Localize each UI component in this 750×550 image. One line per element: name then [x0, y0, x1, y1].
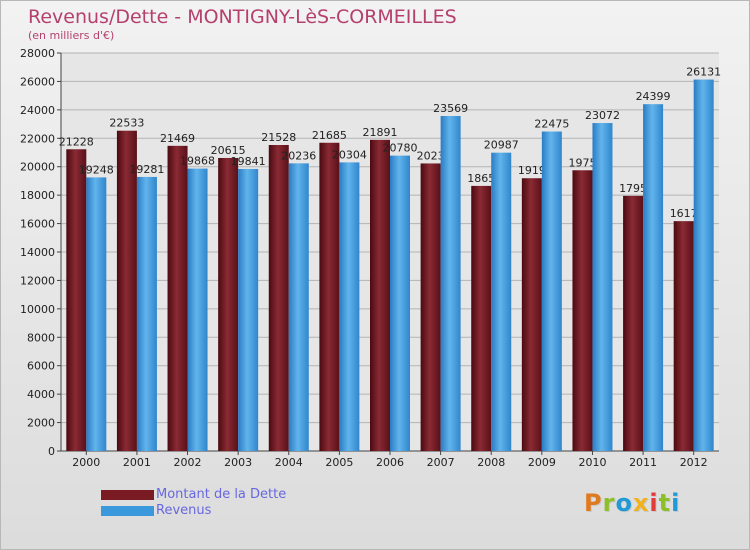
- bar-revenus: [592, 123, 613, 451]
- y-tick-label: 10000: [20, 303, 55, 316]
- bar-dette: [673, 221, 694, 451]
- bar-dette: [116, 130, 137, 451]
- x-tick-label: 2000: [72, 456, 100, 469]
- data-label-revenus: 20236: [281, 149, 316, 162]
- logo-letter: o: [615, 489, 633, 517]
- y-tick-label: 4000: [27, 388, 55, 401]
- data-label-dette: 21228: [59, 135, 94, 148]
- data-label-revenus: 20987: [484, 139, 519, 152]
- data-label-revenus: 26131: [686, 66, 721, 79]
- x-tick-label: 2008: [477, 456, 505, 469]
- bar-revenus: [288, 163, 309, 451]
- data-label-revenus: 19248: [79, 163, 114, 176]
- bar-revenus: [440, 115, 461, 452]
- y-tick-label: 6000: [27, 360, 55, 373]
- data-label-revenus: 20304: [332, 148, 367, 161]
- legend-swatch-revenus: [101, 506, 154, 516]
- bar-revenus: [136, 176, 157, 451]
- bar-revenus: [491, 152, 512, 451]
- bar-revenus: [693, 79, 714, 451]
- bar-dette: [167, 145, 188, 451]
- x-tick-label: 2011: [629, 456, 657, 469]
- data-label-dette: 22533: [109, 117, 144, 130]
- bar-revenus: [187, 168, 208, 451]
- logo-letter: t: [658, 489, 672, 517]
- x-tick-label: 2006: [376, 456, 404, 469]
- data-label-revenus: 24399: [636, 90, 671, 103]
- bar-dette: [623, 195, 644, 451]
- chart-subtitle: (en milliers d'€): [28, 29, 115, 42]
- y-tick-label: 8000: [27, 331, 55, 344]
- data-label-revenus: 23569: [433, 102, 468, 115]
- chart-title: Revenus/Dette - MONTIGNY-LèS-CORMEILLES: [28, 6, 457, 28]
- legend-swatch-dette: [101, 490, 154, 500]
- y-tick-label: 26000: [20, 75, 55, 88]
- bar-dette: [319, 142, 340, 451]
- x-tick-label: 2009: [528, 456, 556, 469]
- logo-letter: x: [632, 489, 650, 517]
- bar-dette: [218, 157, 239, 451]
- logo-letter: P: [584, 489, 603, 517]
- bar-dette: [521, 178, 542, 452]
- data-label-dette: 1617: [670, 207, 698, 220]
- y-tick-label: 24000: [20, 104, 55, 117]
- y-tick-label: 20000: [20, 161, 55, 174]
- bar-revenus: [86, 177, 107, 451]
- x-tick-label: 2012: [680, 456, 708, 469]
- bar-dette: [471, 185, 492, 451]
- x-tick-label: 2003: [224, 456, 252, 469]
- data-label-dette: 1975: [568, 156, 596, 169]
- data-label-dette: 21528: [261, 131, 296, 144]
- y-tick-label: 16000: [20, 218, 55, 231]
- bar-dette: [420, 163, 441, 451]
- data-label-dette: 1865: [467, 172, 495, 185]
- logo-letter: i: [649, 489, 659, 517]
- data-label-dette: 1795: [619, 182, 647, 195]
- y-tick-label: 18000: [20, 189, 55, 202]
- proxiti-logo: Proxiti: [584, 489, 680, 517]
- bar-dette: [66, 149, 87, 451]
- data-label-revenus: 22475: [534, 118, 569, 131]
- data-label-dette: 21891: [363, 126, 398, 139]
- logo-letter: i: [671, 489, 681, 517]
- data-label-revenus: 23072: [585, 109, 620, 122]
- data-label-revenus: 19868: [180, 155, 215, 168]
- x-tick-label: 2007: [427, 456, 455, 469]
- y-tick-label: 14000: [20, 246, 55, 259]
- data-label-dette: 20615: [211, 144, 246, 157]
- y-tick-label: 2000: [27, 417, 55, 430]
- y-tick-label: 0: [48, 445, 55, 458]
- legend-label-revenus: Revenus: [156, 503, 212, 518]
- bar-dette: [268, 144, 289, 451]
- bar-dette: [572, 170, 593, 451]
- legend-label-dette: Montant de la Dette: [156, 487, 287, 502]
- x-tick-label: 2002: [174, 456, 202, 469]
- y-tick-label: 12000: [20, 274, 55, 287]
- x-tick-label: 2001: [123, 456, 151, 469]
- bar-dette: [370, 139, 390, 451]
- y-tick-label: 28000: [20, 47, 55, 60]
- bar-revenus: [390, 155, 410, 451]
- logo-letter: r: [602, 489, 616, 517]
- bar-revenus: [643, 104, 664, 452]
- data-label-dette: 1919: [518, 164, 546, 177]
- data-label-revenus: 19841: [231, 155, 266, 168]
- data-label-revenus: 19281: [129, 163, 164, 176]
- bar-revenus: [541, 131, 562, 451]
- data-label-dette: 21469: [160, 132, 195, 145]
- x-tick-label: 2010: [578, 456, 606, 469]
- x-tick-label: 2005: [325, 456, 353, 469]
- x-tick-label: 2004: [275, 456, 303, 469]
- data-label-dette: 2023: [417, 149, 445, 162]
- data-label-revenus: 20780: [383, 142, 418, 155]
- y-tick-label: 22000: [20, 132, 55, 145]
- bar-revenus: [339, 162, 360, 452]
- bar-revenus: [238, 168, 259, 451]
- data-label-dette: 21685: [312, 129, 347, 142]
